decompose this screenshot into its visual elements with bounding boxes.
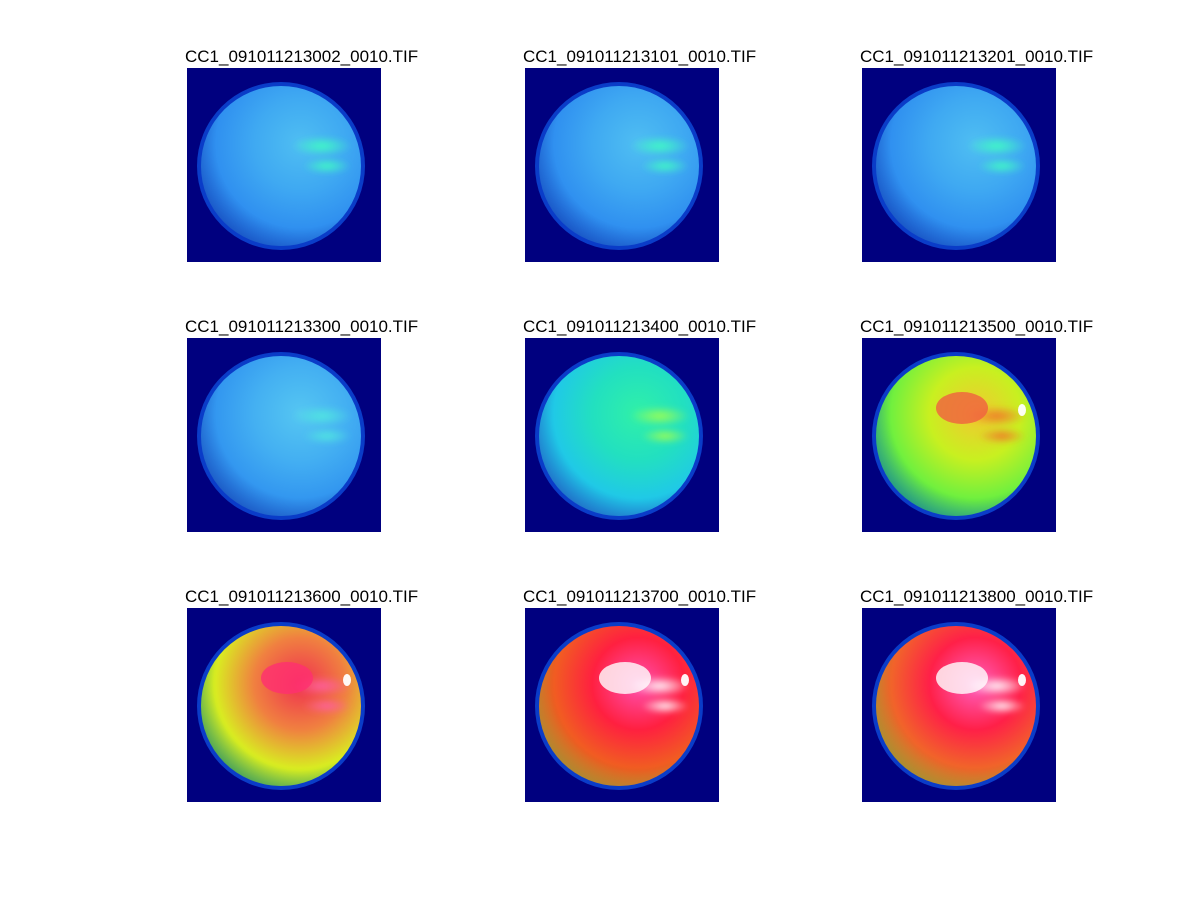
edge-shading: [201, 356, 361, 516]
panel-title: CC1_091011213400_0010.TIF: [523, 317, 757, 336]
sky-image: [187, 338, 381, 532]
edge-shading: [876, 86, 1036, 246]
sky-image: [187, 68, 381, 262]
sky-image: [862, 68, 1056, 262]
panel-title: CC1_091011213300_0010.TIF: [185, 317, 419, 336]
panel-title: CC1_091011213101_0010.TIF: [523, 47, 757, 66]
sky-image: [862, 608, 1056, 802]
panel-title: CC1_091011213201_0010.TIF: [860, 47, 1094, 66]
sky-image: [525, 608, 719, 802]
edge-shading: [539, 356, 699, 516]
panel-title: CC1_091011213800_0010.TIF: [860, 587, 1094, 606]
panel-title: CC1_091011213600_0010.TIF: [185, 587, 419, 606]
edge-shading: [539, 626, 699, 786]
edge-shading: [876, 356, 1036, 516]
sky-image: [187, 608, 381, 802]
sky-image: [525, 68, 719, 262]
panel-title: CC1_091011213700_0010.TIF: [523, 587, 757, 606]
edge-shading: [876, 626, 1036, 786]
sky-image: [862, 338, 1056, 532]
edge-shading: [539, 86, 699, 246]
panel-title: CC1_091011213002_0010.TIF: [185, 47, 419, 66]
sky-image: [525, 338, 719, 532]
panel-title: CC1_091011213500_0010.TIF: [860, 317, 1094, 336]
edge-shading: [201, 626, 361, 786]
edge-shading: [201, 86, 361, 246]
